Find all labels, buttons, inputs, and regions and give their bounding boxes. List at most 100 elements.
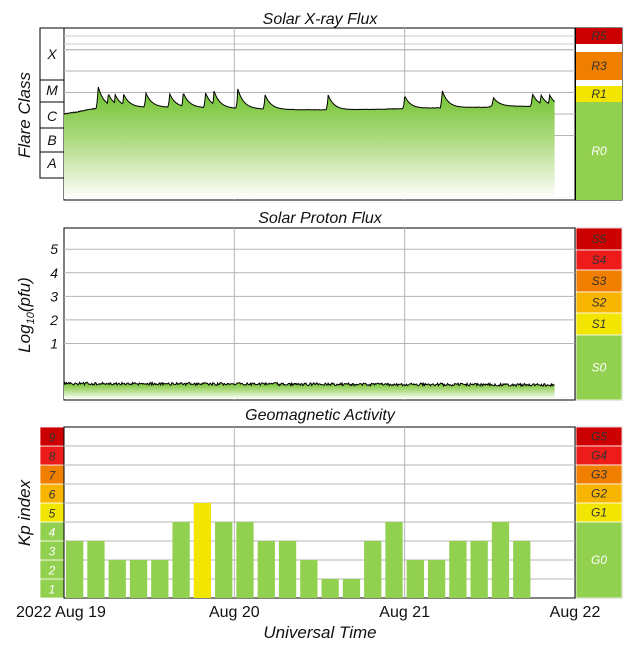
flare-class-label: M: [46, 82, 58, 98]
flare-class-label: A: [46, 155, 56, 171]
proton-ylabel-sub: 10: [25, 311, 37, 324]
kp-bar: [513, 541, 531, 598]
proton-flux-line: [63, 381, 555, 388]
r-scale-block: [576, 102, 622, 200]
proton-ylabel: Log10(pfu): [15, 277, 37, 353]
kp-bar: [300, 560, 318, 598]
proton-y-tick: 3: [50, 288, 58, 304]
kp-bar: [257, 541, 275, 598]
kp-bar: [449, 541, 467, 598]
s-scale-column: S5 S4 S3 S2 S1 S0: [575, 227, 623, 401]
kp-y-tick: 5: [49, 507, 56, 521]
x-axis-label: 2022 Aug 19: [16, 604, 106, 621]
kp-y-tick: 4: [49, 526, 56, 540]
kp-bar: [215, 522, 233, 598]
g-scale-label: G0: [591, 553, 607, 567]
x-axis-label: Aug 22: [550, 604, 601, 621]
s-scale-block: [575, 334, 623, 401]
kp-bar: [108, 560, 126, 598]
kp-y-tick: 9: [49, 431, 56, 445]
kp-y-tick: 3: [49, 545, 56, 559]
kp-bar: [278, 541, 297, 598]
proton-flux-area: [64, 382, 555, 399]
proton-y-tick: 4: [50, 265, 58, 281]
xray-title: Solar X-ray Flux: [263, 11, 379, 28]
kp-bar: [151, 560, 169, 598]
proton-plot-area: [63, 227, 576, 401]
kp-y-tick: 1: [49, 583, 56, 597]
x-axis-label: Aug 20: [209, 604, 260, 621]
kp-bar: [342, 579, 361, 598]
proton-y-ticks: 1 2 3 4 5: [49, 241, 58, 351]
kp-y-tick: 2: [48, 564, 56, 578]
g-scale-label: G2: [591, 487, 607, 501]
xray-flux-area: [64, 87, 555, 199]
xray-ylabel: Flare Class: [15, 72, 34, 158]
flare-class-label: B: [47, 132, 56, 148]
r-scale-gap: [576, 44, 622, 52]
s-scale-label: S2: [592, 296, 607, 310]
kp-title: Geomagnetic Activity: [245, 407, 396, 424]
s-scale-label: S3: [592, 274, 607, 288]
g-scale-label: G5: [591, 430, 607, 444]
flare-class-column: [39, 27, 65, 179]
kp-y-tick: 7: [49, 469, 57, 483]
kp-bars: [66, 503, 531, 598]
kp-ylabel: Kp index: [15, 479, 34, 546]
kp-bar: [470, 541, 488, 598]
kp-bar: [193, 503, 212, 598]
g-scale-label: G1: [591, 506, 607, 520]
proton-ylabel-main: Log: [15, 324, 34, 353]
kp-y-tick: 8: [49, 450, 56, 464]
xray-flux-line: [63, 86, 555, 115]
r-scale-label: R1: [591, 87, 606, 101]
kp-bar: [385, 522, 403, 598]
x-axis-title: Universal Time: [263, 623, 376, 642]
r-scale-label: R3: [591, 59, 607, 73]
proton-y-tick: 2: [49, 312, 58, 328]
r-scale-gap: [576, 80, 622, 86]
r-scale-label: R5: [591, 29, 607, 43]
proton-title: Solar Proton Flux: [258, 210, 383, 227]
g-scale-block: [575, 521, 623, 599]
r-scale-label: R0: [591, 144, 607, 158]
s-scale-label: S4: [592, 253, 607, 267]
proton-y-tick: 1: [50, 335, 58, 351]
kp-bar: [406, 560, 424, 598]
s-scale-label: S5: [592, 232, 607, 246]
kp-bar: [236, 522, 254, 598]
kp-color-scale: 1 2 3 4 5 6 7 8 9: [39, 426, 65, 599]
r-scale-block: [576, 28, 622, 44]
proton-grid: [64, 228, 575, 400]
g-scale-label: G3: [591, 468, 607, 482]
kp-bar: [321, 579, 339, 598]
flare-class-label: X: [46, 46, 57, 62]
s-scale-label: S1: [592, 317, 607, 331]
proton-panel: Solar Proton Flux 1 2 3 4 5 S5 S4 S3 S2 S1 S0 Log…: [15, 210, 623, 401]
r-scale-column: R5 R3 R1 R0: [575, 27, 623, 201]
g-scale-column: G5 G4 G3 G2 G1 G0: [575, 426, 623, 599]
kp-bar: [491, 522, 510, 598]
x-axis-labels: 2022 Aug 19 Aug 20 Aug 21 Aug 22: [16, 604, 600, 621]
kp-bar: [364, 541, 382, 598]
kp-bar: [172, 522, 190, 598]
kp-plot-area: [63, 426, 576, 599]
g-scale-label: G4: [591, 449, 607, 463]
kp-bar: [427, 560, 446, 598]
flare-class-label: C: [47, 108, 58, 124]
s-scale-label: S0: [592, 361, 607, 375]
proton-y-tick: 5: [50, 241, 58, 257]
kp-grid: [64, 427, 575, 598]
kp-y-tick: 6: [49, 488, 56, 502]
r-scale-block: [576, 86, 622, 102]
x-axis-label: Aug 21: [379, 604, 430, 621]
kp-bar: [66, 541, 84, 598]
proton-ylabel-tail: (pfu): [15, 277, 34, 312]
kp-bar: [87, 541, 105, 598]
kp-bar: [129, 560, 148, 598]
r-scale-block: [576, 52, 622, 80]
